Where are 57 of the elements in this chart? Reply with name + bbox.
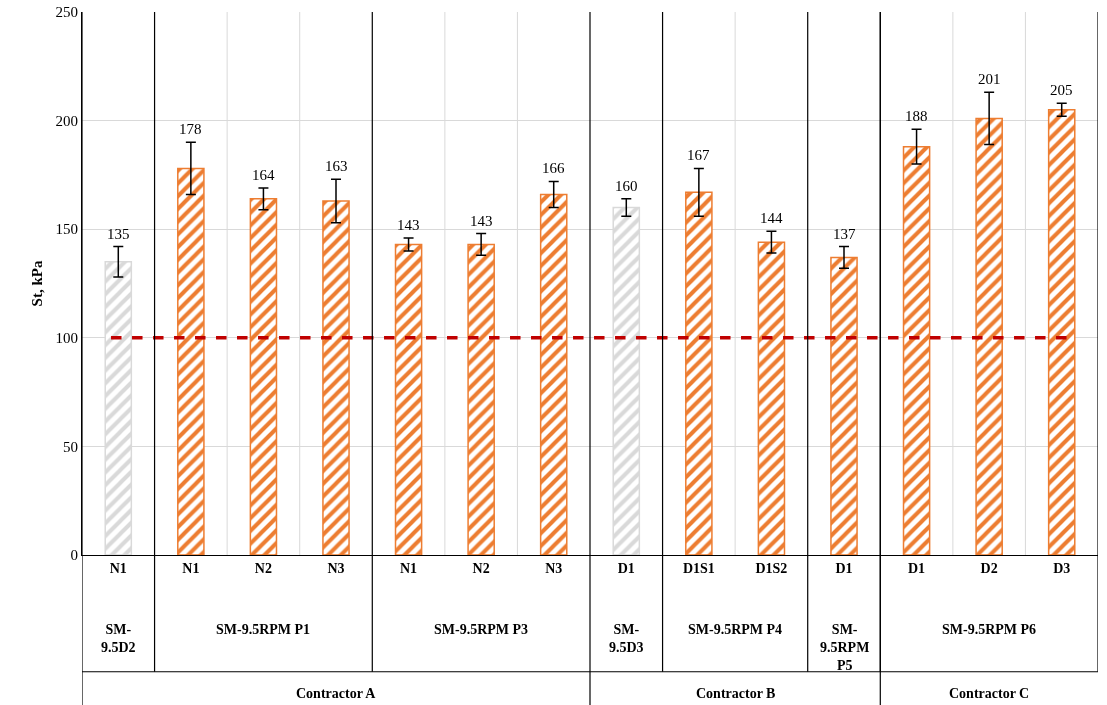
data-label: 137 — [833, 226, 856, 242]
text: SM-9.5RPM P1 — [216, 622, 311, 637]
data-label: 143 — [470, 213, 493, 229]
x-tick-label: D2 — [980, 560, 998, 576]
data-label: 160 — [615, 178, 638, 194]
data-label: 178 — [179, 121, 202, 137]
bar — [902, 145, 931, 555]
bar — [249, 198, 278, 555]
text: SM-9.5RPM P6 — [942, 622, 1037, 637]
bar — [394, 243, 423, 555]
data-label: 163 — [325, 158, 348, 174]
y-tick-label: 200 — [55, 112, 78, 129]
x-tick-label: D1S2 — [755, 560, 788, 576]
text: SM-9.5RPM P4 — [688, 622, 783, 637]
data-label: 143 — [397, 217, 420, 233]
bar — [539, 193, 568, 555]
text: Contractor A — [296, 686, 377, 701]
y-tick-label: 0 — [70, 547, 78, 564]
x-tick-label: N1 — [400, 560, 418, 576]
x-tick-label: D1S1 — [682, 560, 715, 576]
data-label: 144 — [760, 210, 783, 226]
x-tick-label: D1 — [617, 560, 635, 576]
x-tick-label: N3 — [545, 560, 563, 576]
y-axis-title: St, kPa — [29, 260, 45, 307]
data-label: 135 — [107, 226, 130, 242]
y-tick-label: 150 — [55, 221, 78, 238]
y-tick-label: 100 — [55, 330, 78, 347]
x-tick-label: N3 — [327, 560, 345, 576]
x-tick-label: D1 — [908, 560, 926, 576]
x-tick-label: D3 — [1053, 560, 1071, 576]
bar — [757, 241, 786, 555]
x-tick-label: N2 — [472, 560, 490, 576]
data-label: 205 — [1050, 82, 1073, 98]
x-tick-label: D1 — [835, 560, 853, 576]
y-tick-label: 250 — [55, 4, 78, 21]
data-label: 188 — [905, 108, 928, 124]
text: Contractor C — [949, 686, 1030, 701]
data-label: 167 — [687, 147, 710, 163]
text: SM-9.5D3 — [609, 622, 644, 656]
x-tick-label: N2 — [254, 560, 272, 576]
bar — [467, 243, 495, 555]
data-label: 164 — [252, 167, 275, 183]
text: SM-9.5RPM P5 — [820, 622, 870, 674]
text: SM-9.5D2 — [101, 622, 136, 656]
y-tick-label: 50 — [63, 438, 78, 455]
data-label: 201 — [978, 71, 1001, 87]
bar — [975, 117, 1003, 555]
bar — [1047, 108, 1076, 555]
x-tick-label: N1 — [109, 560, 127, 576]
bar — [322, 200, 350, 555]
bar — [685, 191, 713, 555]
text: SM-9.5RPM P3 — [434, 622, 529, 637]
text: Contractor B — [696, 686, 776, 701]
bar — [177, 167, 205, 555]
x-tick-label: N1 — [182, 560, 200, 576]
bar — [830, 256, 858, 555]
data-label: 166 — [542, 160, 565, 176]
